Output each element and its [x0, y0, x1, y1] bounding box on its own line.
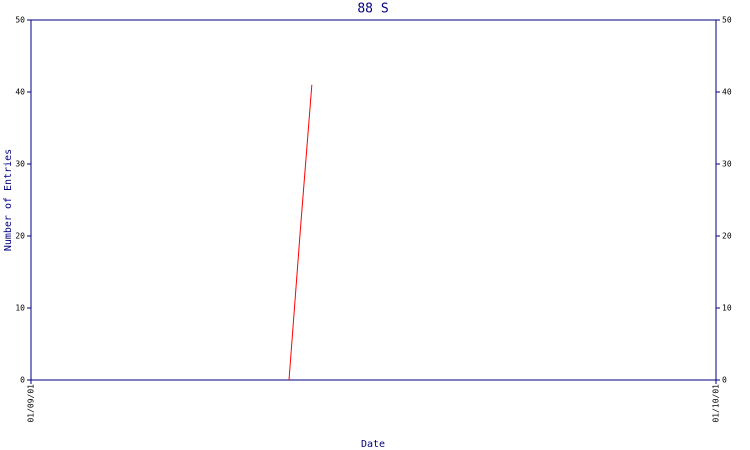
y-tick-label: 50 [15, 16, 25, 25]
y2-tick-label: 30 [722, 160, 732, 169]
y2-tick-label: 50 [722, 16, 732, 25]
x-tick-label: 01/10/01 [712, 384, 721, 423]
y-tick-label: 10 [15, 304, 25, 313]
y2-tick-label: 10 [722, 304, 732, 313]
y2-tick-label: 40 [722, 88, 732, 97]
data-line [288, 84, 313, 381]
y-tick-label: 0 [20, 376, 25, 385]
plot-frame [30, 19, 717, 381]
y-tick-label: 20 [15, 232, 25, 241]
y-tick-label: 30 [15, 160, 25, 169]
y-axis-label: Number of Entries [3, 149, 14, 251]
y-tick-label: 40 [15, 88, 25, 97]
chart-title: 88 S [357, 2, 388, 17]
x-tick-label: 01/09/01 [27, 384, 36, 423]
y2-tick-label: 20 [722, 232, 732, 241]
y2-tick-label: 0 [722, 376, 727, 385]
x-axis-label: Date [361, 439, 385, 450]
